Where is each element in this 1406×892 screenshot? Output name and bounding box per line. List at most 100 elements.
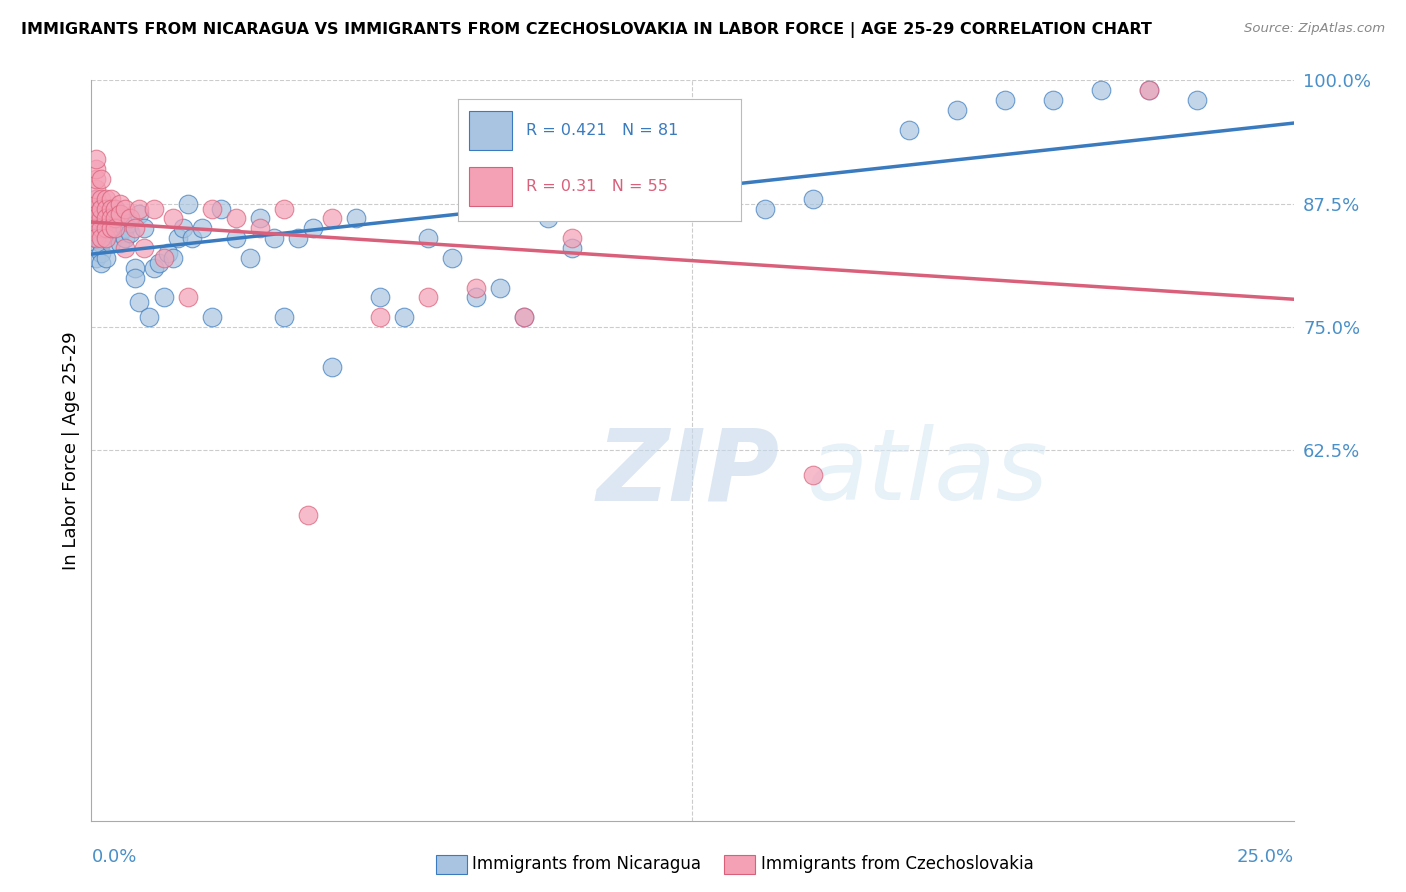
Point [344, 211, 367, 226]
Point [94, 231, 117, 245]
Point [100, 216, 122, 230]
Point [90, 202, 112, 216]
Point [321, 211, 343, 226]
Point [84, 202, 107, 216]
Point [1137, 83, 1160, 97]
Point [1042, 93, 1064, 107]
Point [90, 221, 112, 235]
Point [118, 211, 141, 226]
Point [114, 202, 136, 216]
Point [84, 202, 107, 216]
Point [110, 227, 132, 241]
Point [124, 270, 146, 285]
Point [167, 231, 190, 245]
Point [84, 241, 107, 255]
Point [273, 310, 295, 325]
Point [104, 221, 127, 235]
Point [84, 192, 107, 206]
Point [90, 172, 112, 186]
Point [104, 211, 127, 226]
Point [124, 260, 146, 275]
Point [148, 256, 170, 270]
Point [90, 236, 112, 251]
Point [249, 211, 271, 226]
Point [297, 508, 319, 522]
Point [706, 192, 728, 206]
Y-axis label: In Labor Force | Age 25-29: In Labor Force | Age 25-29 [62, 331, 80, 570]
Point [201, 202, 224, 216]
Point [90, 216, 112, 230]
Point [994, 93, 1017, 107]
Point [176, 290, 198, 304]
Point [118, 227, 141, 241]
Point [94, 211, 117, 226]
Point [84, 211, 107, 226]
Point [84, 172, 107, 186]
Point [465, 290, 488, 304]
Point [225, 231, 247, 245]
Text: atlas: atlas [807, 425, 1049, 521]
Point [609, 202, 631, 216]
Point [104, 202, 127, 216]
Point [104, 221, 127, 235]
Point [489, 280, 512, 294]
Point [134, 241, 156, 255]
Point [416, 290, 439, 304]
Point [84, 211, 107, 226]
Point [100, 211, 122, 226]
Point [162, 211, 184, 226]
Text: IMMIGRANTS FROM NICARAGUA VS IMMIGRANTS FROM CZECHOSLOVAKIA IN LABOR FORCE | AGE: IMMIGRANTS FROM NICARAGUA VS IMMIGRANTS … [21, 22, 1152, 38]
Point [201, 310, 224, 325]
Point [176, 196, 198, 211]
Point [110, 236, 132, 251]
Point [152, 290, 174, 304]
Point [100, 236, 122, 251]
Point [1090, 83, 1112, 97]
Text: Immigrants from Nicaragua: Immigrants from Nicaragua [472, 855, 702, 873]
Point [706, 202, 728, 216]
Point [946, 103, 969, 117]
Point [84, 153, 107, 167]
Point [94, 202, 117, 216]
Point [416, 231, 439, 245]
Point [128, 202, 150, 216]
Text: Source: ZipAtlas.com: Source: ZipAtlas.com [1244, 22, 1385, 36]
Point [191, 221, 214, 235]
Point [124, 221, 146, 235]
Point [114, 211, 136, 226]
Point [138, 310, 160, 325]
Point [754, 202, 776, 216]
Point [157, 246, 180, 260]
Point [100, 221, 122, 235]
Text: Immigrants from Czechoslovakia: Immigrants from Czechoslovakia [761, 855, 1033, 873]
Point [561, 241, 583, 255]
Point [1137, 83, 1160, 97]
Point [273, 202, 295, 216]
Point [84, 231, 107, 245]
Point [152, 251, 174, 265]
Point [181, 231, 204, 245]
Point [225, 211, 247, 226]
Point [368, 310, 391, 325]
Point [321, 359, 343, 374]
Point [128, 295, 150, 310]
Point [118, 216, 141, 230]
Point [94, 231, 117, 245]
Point [301, 221, 323, 235]
Point [84, 192, 107, 206]
Point [100, 202, 122, 216]
Point [801, 468, 824, 483]
Point [609, 202, 631, 216]
Point [90, 202, 112, 216]
Point [263, 231, 285, 245]
Point [440, 251, 463, 265]
Point [368, 290, 391, 304]
Point [249, 221, 271, 235]
Point [209, 202, 232, 216]
Point [142, 260, 165, 275]
Point [100, 227, 122, 241]
Point [104, 211, 127, 226]
Point [561, 231, 583, 245]
Point [172, 221, 194, 235]
Point [239, 251, 262, 265]
